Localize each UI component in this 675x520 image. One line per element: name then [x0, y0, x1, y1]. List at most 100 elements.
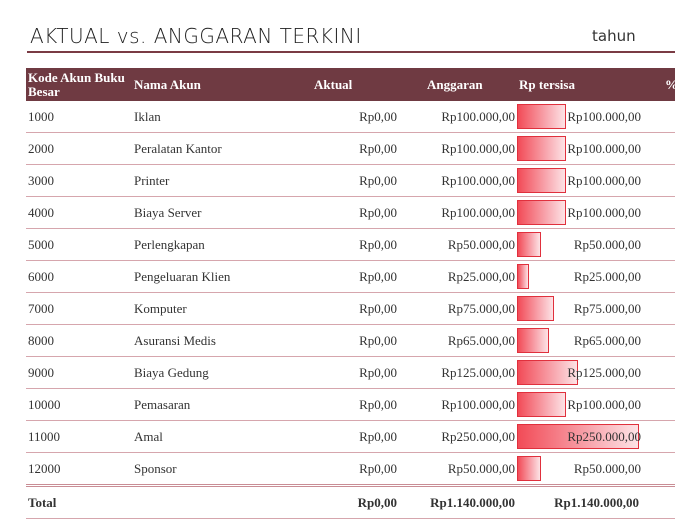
account-name[interactable]: Pengeluaran Klien — [132, 260, 284, 293]
table-row: 8000 Asuransi Medis Rp0,00 Rp65.000,00 Rp65.… — [26, 324, 675, 357]
actual-amount[interactable]: Rp0,00 — [284, 132, 399, 165]
remaining-cell[interactable]: Rp100.000,00 — [517, 388, 641, 421]
budget-amount[interactable]: Rp50.000,00 — [399, 228, 517, 261]
percent-remaining[interactable] — [641, 356, 675, 389]
remaining-cell[interactable]: Rp125.000,00 — [517, 356, 641, 389]
budget-amount[interactable]: Rp100.000,00 — [399, 101, 517, 133]
budget-amount[interactable]: Rp100.000,00 — [399, 132, 517, 165]
remaining-cell[interactable]: Rp50.000,00 — [517, 452, 641, 486]
remaining-amount: Rp100.000,00 — [567, 108, 641, 124]
remaining-cell[interactable]: Rp100.000,00 — [517, 164, 641, 197]
header-name[interactable]: Nama Akun — [132, 68, 284, 101]
remaining-amount: Rp125.000,00 — [567, 364, 641, 380]
actual-amount[interactable]: Rp0,00 — [284, 452, 399, 486]
title-divider — [27, 51, 675, 53]
remaining-amount: Rp100.000,00 — [567, 396, 641, 412]
percent-remaining[interactable] — [641, 324, 675, 357]
actual-amount[interactable]: Rp0,00 — [284, 324, 399, 357]
report-title: AKTUAL vs. ANGGARAN TERKINI — [30, 24, 362, 48]
account-name[interactable]: Komputer — [132, 292, 284, 325]
actual-amount[interactable]: Rp0,00 — [284, 420, 399, 453]
account-code[interactable]: 6000 — [26, 260, 132, 293]
header-code[interactable]: Kode Akun Buku Besar — [26, 68, 132, 101]
percent-remaining[interactable] — [641, 164, 675, 197]
header-budget[interactable]: Anggaran — [399, 68, 517, 101]
budget-amount[interactable]: Rp250.000,00 — [399, 420, 517, 453]
remaining-cell[interactable]: Rp50.000,00 — [517, 228, 641, 261]
percent-remaining[interactable] — [641, 132, 675, 165]
account-code[interactable]: 9000 — [26, 356, 132, 389]
header-percent[interactable]: % ter — [641, 68, 675, 101]
actual-amount[interactable]: Rp0,00 — [284, 196, 399, 229]
account-code[interactable]: 3000 — [26, 164, 132, 197]
header-remaining[interactable]: Rp tersisa — [517, 68, 641, 101]
account-name[interactable]: Pemasaran — [132, 388, 284, 421]
percent-remaining[interactable] — [641, 101, 675, 133]
budget-amount[interactable]: Rp25.000,00 — [399, 260, 517, 293]
account-code[interactable]: 5000 — [26, 228, 132, 261]
remaining-data-bar — [517, 232, 541, 257]
actual-amount[interactable]: Rp0,00 — [284, 228, 399, 261]
actual-amount[interactable]: Rp0,00 — [284, 260, 399, 293]
budget-amount[interactable]: Rp100.000,00 — [399, 196, 517, 229]
remaining-amount: Rp50.000,00 — [573, 460, 641, 476]
account-name[interactable]: Asuransi Medis — [132, 324, 284, 357]
account-code[interactable]: 8000 — [26, 324, 132, 357]
percent-remaining[interactable] — [641, 260, 675, 293]
budget-amount[interactable]: Rp50.000,00 — [399, 452, 517, 486]
percent-remaining[interactable] — [641, 292, 675, 325]
table-row: 2000 Peralatan Kantor Rp0,00 Rp100.000,00 Rp… — [26, 132, 675, 165]
budget-amount[interactable]: Rp75.000,00 — [399, 292, 517, 325]
account-name[interactable]: Biaya Server — [132, 196, 284, 229]
remaining-amount: Rp100.000,00 — [567, 204, 641, 220]
budget-amount[interactable]: Rp100.000,00 — [399, 164, 517, 197]
percent-remaining[interactable] — [641, 196, 675, 229]
remaining-cell[interactable]: Rp75.000,00 — [517, 292, 641, 325]
remaining-data-bar — [517, 392, 566, 417]
remaining-cell[interactable]: Rp25.000,00 — [517, 260, 641, 293]
account-name[interactable]: Sponsor — [132, 452, 284, 486]
table-row: 7000 Komputer Rp0,00 Rp75.000,00 Rp75.000,00 — [26, 292, 675, 325]
remaining-cell[interactable]: Rp100.000,00 — [517, 101, 641, 133]
account-code[interactable]: 10000 — [26, 388, 132, 421]
remaining-amount: Rp50.000,00 — [573, 236, 641, 252]
year-label[interactable]: tahun — [592, 27, 636, 45]
remaining-amount: Rp250.000,00 — [567, 428, 641, 444]
budget-amount[interactable]: Rp125.000,00 — [399, 356, 517, 389]
budget-amount[interactable]: Rp65.000,00 — [399, 324, 517, 357]
actual-amount[interactable]: Rp0,00 — [284, 356, 399, 389]
account-code[interactable]: 1000 — [26, 101, 132, 133]
percent-remaining[interactable] — [641, 388, 675, 421]
account-code[interactable]: 11000 — [26, 420, 132, 453]
remaining-cell[interactable]: Rp250.000,00 — [517, 420, 641, 453]
remaining-data-bar — [517, 136, 566, 161]
remaining-cell[interactable]: Rp100.000,00 — [517, 196, 641, 229]
table-row: 1000 Iklan Rp0,00 Rp100.000,00 Rp100.000,00 — [26, 101, 675, 133]
table-row: 5000 Perlengkapan Rp0,00 Rp50.000,00 Rp50.00… — [26, 228, 675, 261]
actual-amount[interactable]: Rp0,00 — [284, 164, 399, 197]
account-code[interactable]: 2000 — [26, 132, 132, 165]
total-name — [132, 484, 284, 519]
table-header-row: Kode Akun Buku Besar Nama Akun Aktual An… — [26, 68, 675, 101]
percent-remaining[interactable] — [641, 452, 675, 486]
header-actual[interactable]: Aktual — [284, 68, 399, 101]
remaining-cell[interactable]: Rp100.000,00 — [517, 132, 641, 165]
account-name[interactable]: Amal — [132, 420, 284, 453]
remaining-data-bar — [517, 424, 639, 449]
account-code[interactable]: 4000 — [26, 196, 132, 229]
budget-amount[interactable]: Rp100.000,00 — [399, 388, 517, 421]
account-name[interactable]: Perlengkapan — [132, 228, 284, 261]
actual-amount[interactable]: Rp0,00 — [284, 388, 399, 421]
remaining-cell[interactable]: Rp65.000,00 — [517, 324, 641, 357]
percent-remaining[interactable] — [641, 420, 675, 453]
remaining-amount: Rp100.000,00 — [567, 140, 641, 156]
account-name[interactable]: Printer — [132, 164, 284, 197]
actual-amount[interactable]: Rp0,00 — [284, 292, 399, 325]
account-name[interactable]: Biaya Gedung — [132, 356, 284, 389]
account-name[interactable]: Peralatan Kantor — [132, 132, 284, 165]
percent-remaining[interactable] — [641, 228, 675, 261]
account-code[interactable]: 12000 — [26, 452, 132, 486]
account-code[interactable]: 7000 — [26, 292, 132, 325]
actual-amount[interactable]: Rp0,00 — [284, 101, 399, 133]
account-name[interactable]: Iklan — [132, 101, 284, 133]
